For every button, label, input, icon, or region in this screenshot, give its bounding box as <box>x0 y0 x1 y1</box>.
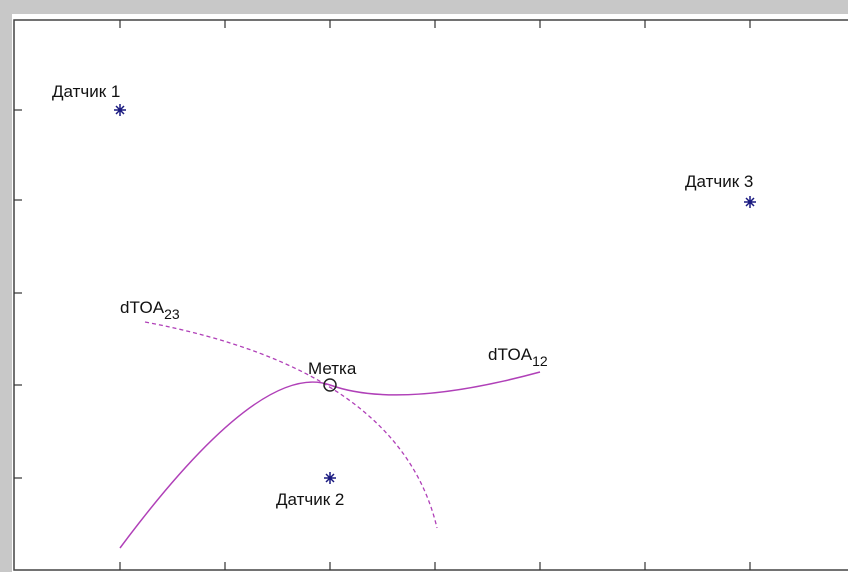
tag-marker <box>323 378 337 392</box>
curve-name: dTOA <box>488 345 533 364</box>
sensor-label: Датчик 2 <box>276 490 344 509</box>
sensor-label: Датчик 1 <box>52 82 120 101</box>
curve-dtoa23 <box>144 321 438 529</box>
curve-name: dTOA <box>120 298 165 317</box>
sensor-marker <box>744 196 756 208</box>
curve-subscript: 12 <box>532 353 548 369</box>
tag-label: Метка <box>308 359 357 378</box>
sensor-label: Датчик 3 <box>685 172 753 191</box>
curve-label: dTOA12 <box>488 345 548 369</box>
sensor-marker <box>114 104 126 116</box>
top-frame <box>0 0 848 14</box>
left-frame <box>0 0 12 572</box>
curve-dtoa12 <box>119 371 541 549</box>
sensor-marker <box>324 472 336 484</box>
ticks <box>14 20 751 570</box>
curve-label: dTOA23 <box>120 298 180 322</box>
curve-subscript: 23 <box>164 306 180 322</box>
sensor-markers <box>114 104 756 484</box>
axes-box <box>13 19 848 571</box>
